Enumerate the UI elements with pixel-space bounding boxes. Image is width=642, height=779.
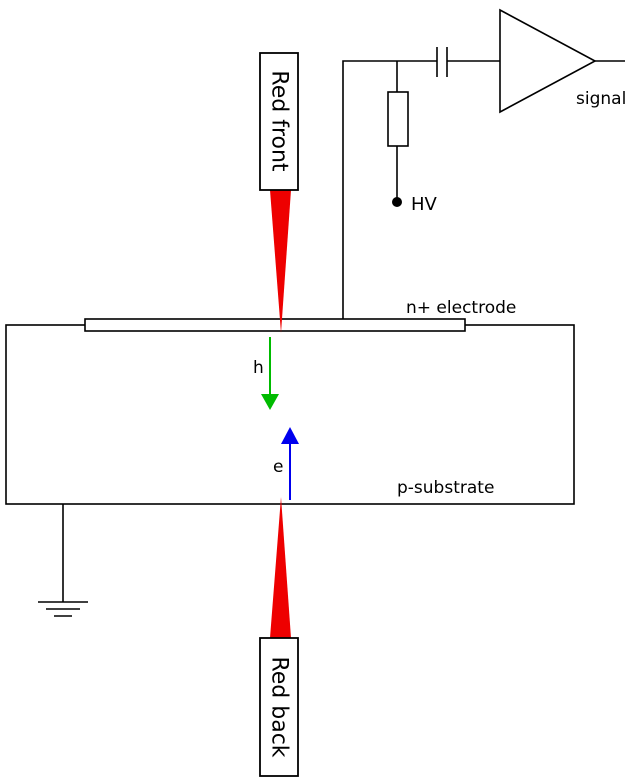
hv-label: HV [411,194,438,215]
laser-beam-back [270,497,291,638]
laser-back-box [259,637,299,777]
amplifier-triangle [499,8,597,114]
laser-back-label: Red back [267,656,292,757]
bias-resistor [387,91,409,147]
hole-arrow-icon [261,394,279,410]
ground-connection [38,504,88,617]
electrons-label: e [273,457,283,477]
laser-front-box [259,52,299,191]
electron-arrow-icon [281,427,299,444]
substrate-label: p-substrate [397,478,494,498]
holes-label: h [253,358,264,378]
electrode-label: n+ electrode [406,298,516,318]
laser-beam-front [270,190,291,333]
readout-circuit [342,8,625,319]
signal-label: signal [576,89,626,109]
n-plus-electrode [84,318,466,332]
laser-front-label: Red front [267,70,292,172]
hv-terminal-dot [392,197,402,207]
electrode-lead-wire [342,60,437,319]
